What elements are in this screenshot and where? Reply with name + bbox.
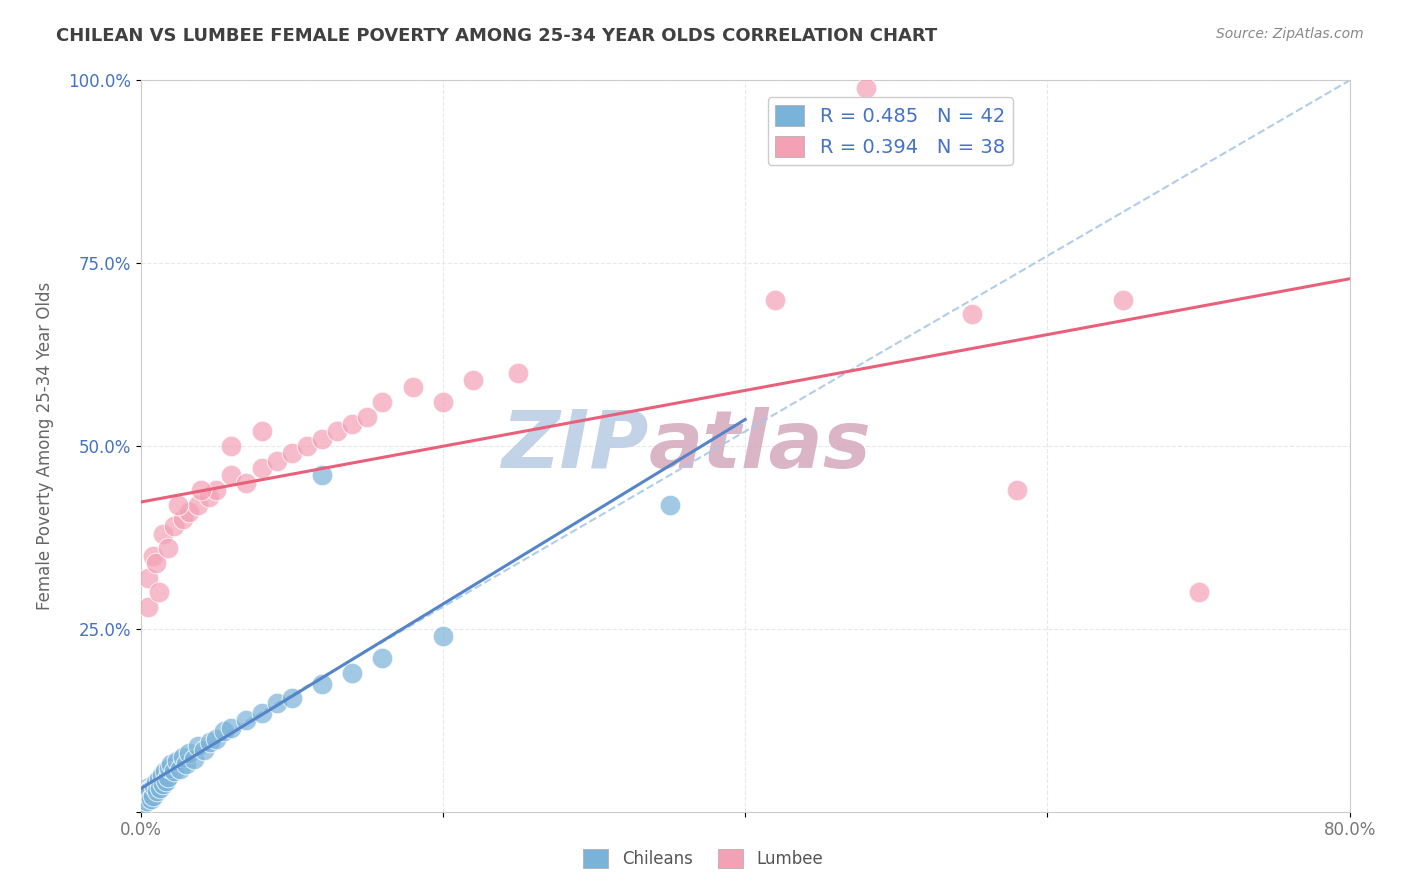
Point (342, 665, 364, 680)
Point (219, 439, 242, 453)
Point (163, 519, 186, 533)
Point (295, 439, 318, 453)
Point (152, 777, 174, 791)
Point (172, 749, 194, 764)
Point (148, 772, 170, 786)
Point (281, 446, 304, 460)
Point (174, 757, 197, 772)
Point (163, 764, 186, 779)
Point (150, 768, 173, 782)
Point (1187, 585, 1209, 599)
Point (183, 752, 205, 766)
Point (148, 585, 170, 599)
Legend: R = 0.485   N = 42, R = 0.394   N = 38: R = 0.485 N = 42, R = 0.394 N = 38 (768, 97, 1014, 165)
Point (132, 797, 155, 812)
Point (342, 417, 364, 431)
Point (432, 395, 454, 409)
Point (461, 373, 484, 387)
Point (1007, 483, 1029, 497)
Point (198, 735, 221, 749)
Point (508, 366, 530, 380)
Point (190, 483, 212, 497)
Point (266, 697, 288, 711)
Point (193, 742, 215, 756)
Point (177, 746, 200, 760)
Point (250, 425, 273, 439)
Point (1112, 293, 1135, 307)
Point (311, 676, 333, 690)
Text: Source: ZipAtlas.com: Source: ZipAtlas.com (1216, 27, 1364, 41)
Point (855, 80, 877, 95)
Point (134, 790, 156, 805)
Text: ZIP: ZIP (501, 407, 648, 485)
Point (152, 526, 174, 541)
Point (197, 490, 219, 504)
Point (371, 395, 394, 409)
Point (166, 754, 188, 768)
Point (326, 425, 349, 439)
Point (142, 549, 165, 563)
Point (146, 784, 169, 798)
Point (149, 781, 172, 796)
Point (960, 307, 983, 321)
Point (187, 498, 209, 512)
Point (141, 791, 163, 805)
Point (356, 409, 378, 424)
Point (138, 782, 160, 797)
Point (177, 505, 200, 519)
Point (167, 498, 190, 512)
Point (153, 764, 176, 779)
Y-axis label: Female Poverty Among 25-34 Year Olds: Female Poverty Among 25-34 Year Olds (37, 282, 53, 610)
Point (250, 461, 273, 475)
Point (145, 775, 167, 789)
Text: CHILEAN VS LUMBEE FEMALE POVERTY AMONG 25-34 YEAR OLDS CORRELATION CHART: CHILEAN VS LUMBEE FEMALE POVERTY AMONG 2… (56, 27, 938, 45)
Point (143, 779, 166, 793)
Point (371, 651, 394, 665)
Point (765, 293, 787, 307)
Point (156, 541, 179, 556)
Point (250, 706, 273, 720)
Point (136, 787, 159, 801)
Point (311, 468, 333, 483)
Point (169, 762, 191, 776)
Point (281, 691, 304, 706)
Point (658, 498, 681, 512)
Point (402, 380, 425, 394)
Point (219, 721, 242, 735)
Point (145, 556, 167, 570)
Point (205, 731, 228, 746)
Point (311, 432, 333, 446)
Point (172, 512, 194, 526)
Point (235, 475, 257, 490)
Point (157, 761, 180, 775)
Point (136, 599, 159, 614)
Point (155, 774, 177, 789)
Point (156, 770, 179, 784)
Point (205, 483, 228, 497)
Point (136, 571, 159, 585)
Point (160, 757, 183, 772)
Point (212, 724, 235, 739)
Point (432, 629, 454, 643)
Point (266, 453, 288, 467)
Point (187, 739, 209, 753)
Point (235, 714, 257, 728)
Text: atlas: atlas (648, 407, 872, 485)
Point (142, 789, 165, 803)
Point (135, 794, 157, 808)
Legend: Chileans, Lumbee: Chileans, Lumbee (576, 843, 830, 875)
Point (219, 468, 242, 483)
